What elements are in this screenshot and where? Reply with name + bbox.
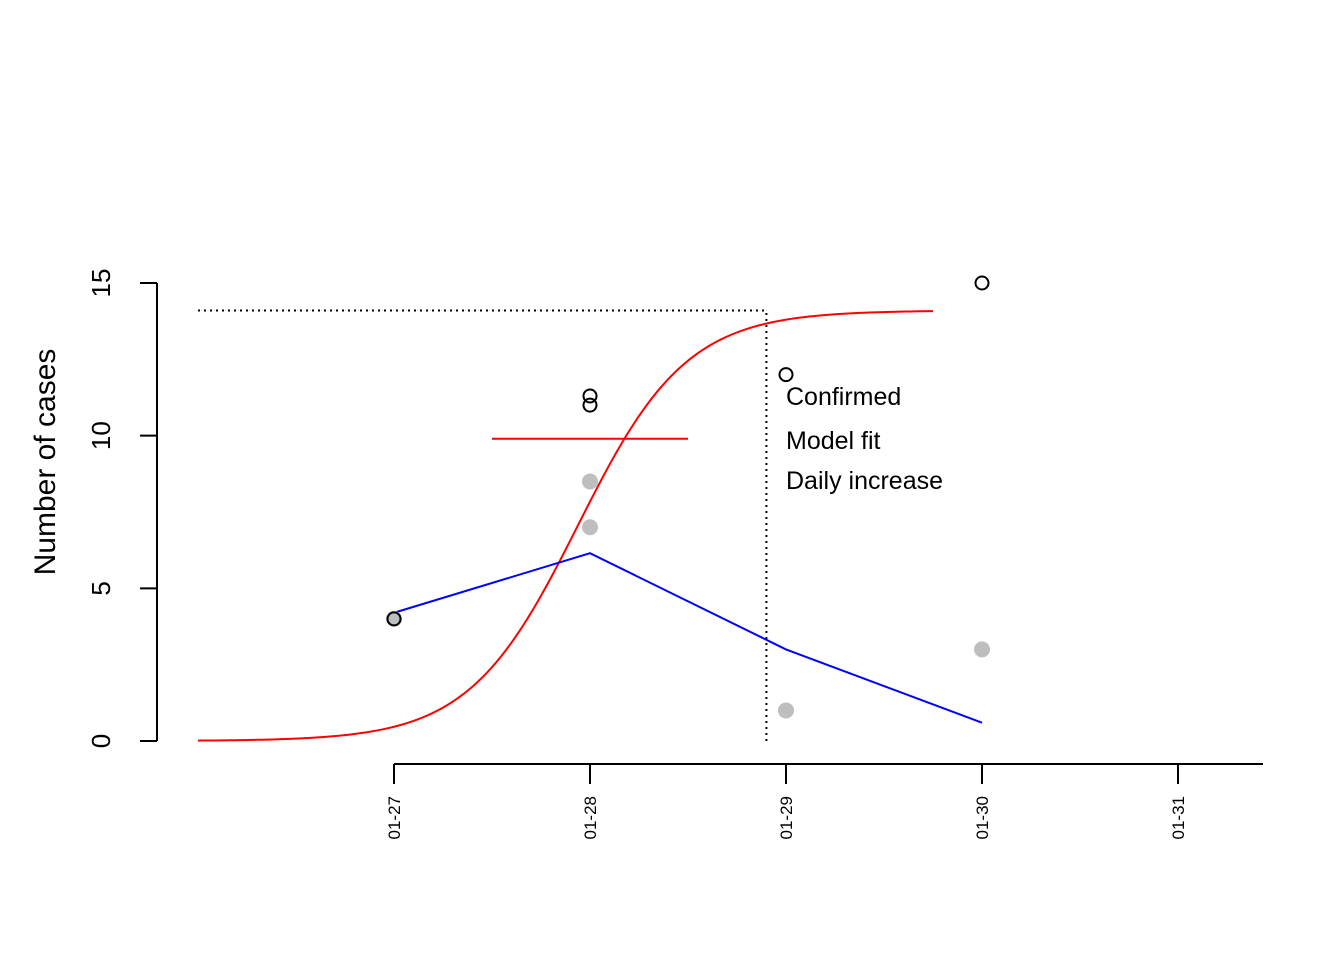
confirmed-point xyxy=(974,275,990,291)
x-tick-label: 01-30 xyxy=(973,796,992,839)
x-tick-label: 01-29 xyxy=(777,796,796,839)
series-layer xyxy=(197,310,983,742)
annotations-layer xyxy=(198,309,768,741)
confirmed-point xyxy=(582,388,598,404)
daily-increase-point xyxy=(582,519,598,536)
points-layer xyxy=(386,275,990,719)
y-tick-label: 10 xyxy=(86,421,116,450)
y-tick-label: 0 xyxy=(86,734,116,748)
y-tick-label: 15 xyxy=(86,269,116,298)
daily-increase-point xyxy=(974,641,990,658)
x-tick-label: 01-27 xyxy=(385,796,404,839)
confirmed-point xyxy=(582,397,598,413)
y-axis-label: Number of cases xyxy=(29,349,62,576)
model-fit-curve xyxy=(197,310,934,742)
y-tick-label: 5 xyxy=(86,581,116,595)
legend-entry: Confirmed xyxy=(786,383,901,411)
confirmed-point xyxy=(386,611,402,627)
x-tick-label: 01-31 xyxy=(1169,796,1188,839)
blue-line xyxy=(393,552,983,724)
legend-entry: Model fit xyxy=(786,427,881,455)
confirmed-point xyxy=(778,367,794,383)
daily-increase-point xyxy=(778,702,794,719)
axes-layer: 0 5 10 15 01-27 01-28 01-29 01-30 01-31 xyxy=(86,269,1263,839)
daily-increase-point xyxy=(582,473,598,490)
x-tick-label: 01-28 xyxy=(581,796,600,839)
legend: Confirmed Model fit Daily increase xyxy=(786,383,943,495)
legend-entry: Daily increase xyxy=(786,467,943,495)
